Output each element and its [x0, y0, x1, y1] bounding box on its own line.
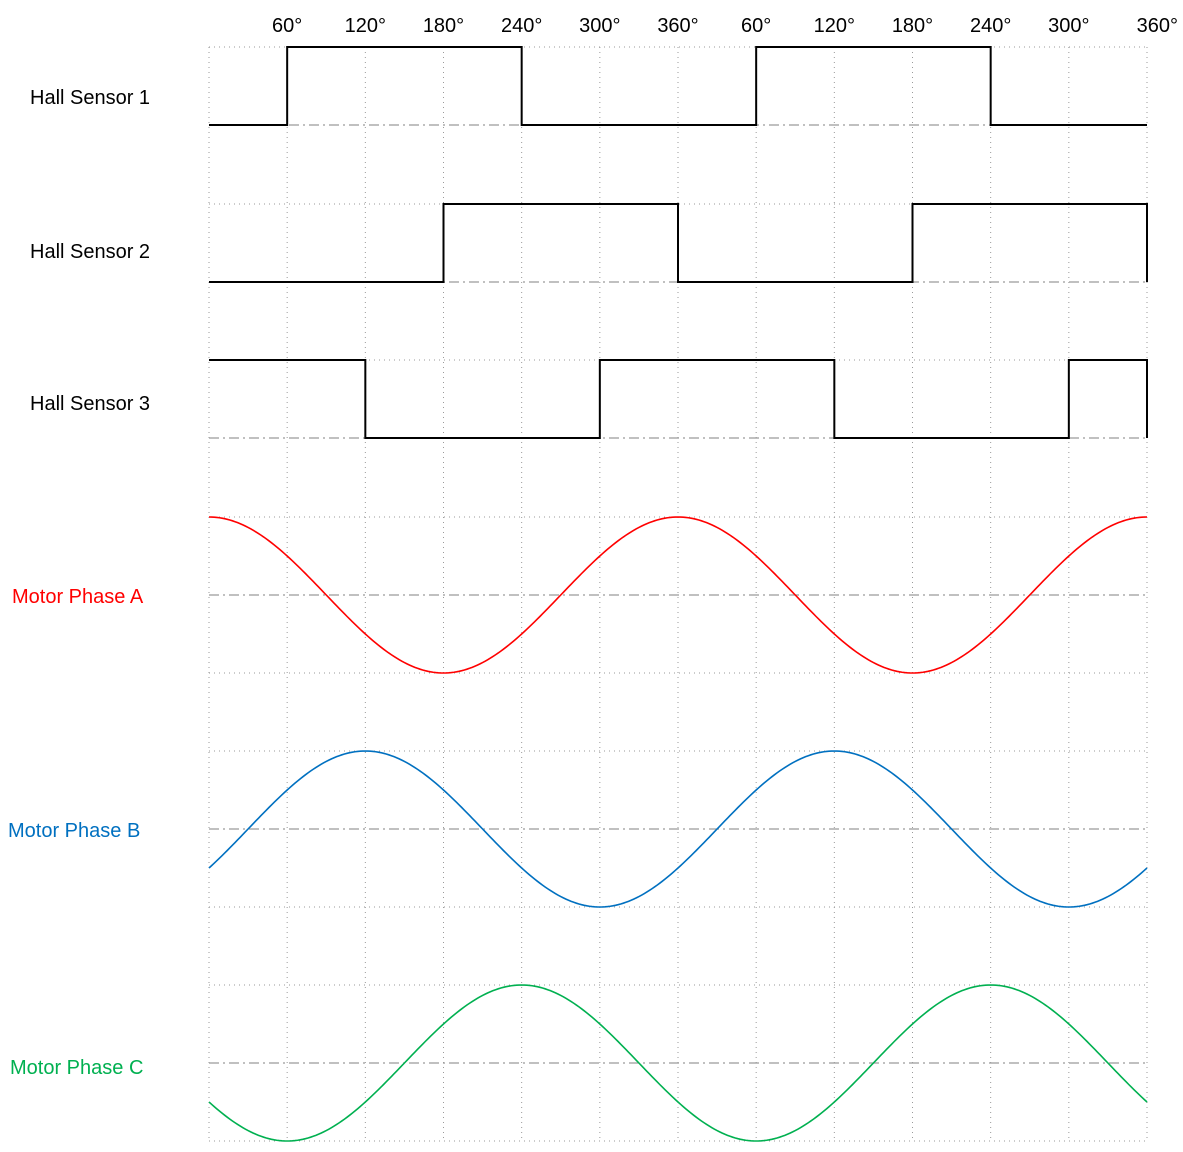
hall-sensor-3-waveform: [209, 359, 1148, 439]
x-tick-label: 180°: [423, 15, 464, 37]
x-tick-label: 60°: [272, 15, 302, 37]
motor-phase-b-label: Motor Phase B: [8, 820, 140, 842]
motor-phase-c-waveform: [208, 984, 1148, 1142]
x-tick-label: 120°: [345, 15, 386, 37]
x-tick-label: 240°: [970, 15, 1011, 37]
hall-sensor-3-label: Hall Sensor 3: [30, 393, 150, 415]
hall-sensor-1-row: Hall Sensor 1: [30, 46, 1147, 126]
x-tick-label: 300°: [1048, 15, 1089, 37]
hall-sensor-1-waveform: [209, 46, 1147, 126]
x-tick-label: 240°: [501, 15, 542, 37]
signal-rows: Hall Sensor 1 Hall Sensor 2 Hall Sensor …: [8, 46, 1148, 1142]
x-tick-label: 300°: [579, 15, 620, 37]
x-tick-label: 360°: [1137, 15, 1178, 37]
motor-phase-a-row: Motor Phase A: [12, 516, 1148, 674]
motor-phase-a-label: Motor Phase A: [12, 586, 144, 608]
hall-sensor-3-row: Hall Sensor 3: [30, 359, 1148, 439]
motor-phase-c-label: Motor Phase C: [10, 1057, 143, 1079]
hall-sensor-2-row: Hall Sensor 2: [30, 203, 1148, 283]
motor-phase-b-row: Motor Phase B: [8, 750, 1148, 908]
hall-sensor-1-label: Hall Sensor 1: [30, 87, 150, 109]
motor-phase-c-row: Motor Phase C: [10, 984, 1148, 1142]
x-tick-label: 60°: [741, 15, 771, 37]
x-tick-label: 120°: [814, 15, 855, 37]
motor-phase-b-waveform: [208, 750, 1148, 908]
hall-sensor-2-waveform: [209, 203, 1148, 283]
motor-phase-a-waveform: [208, 516, 1148, 674]
hall-sensor-2-label: Hall Sensor 2: [30, 241, 150, 263]
x-tick-label: 360°: [657, 15, 698, 37]
x-tick-labels: 60° 120° 180° 240° 300° 360° 60° 120° 180° 240° 30…: [272, 15, 1178, 37]
x-tick-label: 180°: [892, 15, 933, 37]
